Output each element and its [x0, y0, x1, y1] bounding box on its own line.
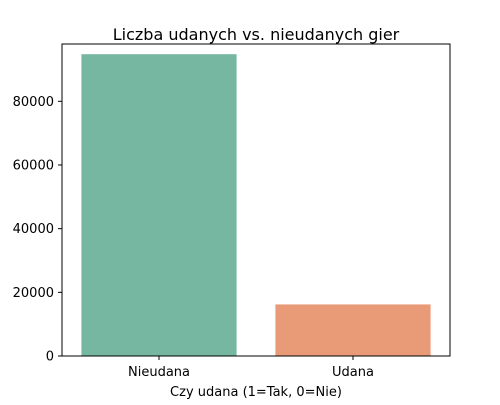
chart-title: Liczba udanych vs. nieudanych gier — [113, 25, 400, 44]
y-axis: 0 20000 40000 60000 80000 — [13, 95, 62, 365]
x-axis: Nieudana Udana — [128, 356, 374, 380]
y-tick-label: 60000 — [13, 158, 54, 173]
y-tick-label: 0 — [46, 350, 54, 365]
x-tick-label: Udana — [332, 365, 374, 380]
x-tick-label: Nieudana — [128, 365, 190, 380]
bar-udana — [275, 304, 431, 356]
y-tick-label: 40000 — [13, 222, 54, 237]
y-tick-label: 20000 — [13, 286, 54, 301]
y-tick-label: 80000 — [13, 95, 54, 110]
x-axis-label: Czy udana (1=Tak, 0=Nie) — [170, 385, 342, 400]
bars-group — [81, 54, 431, 357]
bar-nieudana — [81, 54, 237, 357]
plot-frame — [61, 43, 451, 357]
